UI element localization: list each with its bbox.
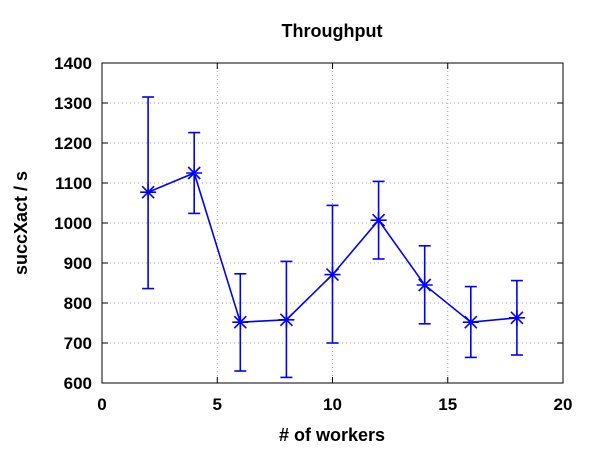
y-tick-label: 800 <box>64 294 92 313</box>
x-tick-label: 20 <box>554 395 573 414</box>
x-tick-label: 5 <box>213 395 222 414</box>
y-axis-label: succXact / s <box>11 171 31 275</box>
y-tick-label: 700 <box>64 334 92 353</box>
x-tick-label: 15 <box>438 395 457 414</box>
x-tick-label: 0 <box>97 395 106 414</box>
y-tick-label: 1300 <box>54 94 92 113</box>
data-point <box>140 184 157 201</box>
marker-stroke <box>325 268 340 282</box>
marker-stroke <box>464 315 478 329</box>
data-point <box>462 314 479 331</box>
data-point <box>508 309 525 326</box>
marker-stroke <box>279 313 293 327</box>
y-tick-label: 1200 <box>54 134 92 153</box>
marker-stroke <box>372 213 386 227</box>
data-point <box>416 277 433 293</box>
marker-stroke <box>510 311 524 325</box>
x-tick-label: 10 <box>323 395 342 414</box>
marker-stroke <box>233 315 247 329</box>
data-point <box>370 212 387 229</box>
data-point <box>186 165 203 181</box>
data-point <box>232 314 249 331</box>
data-point <box>278 311 295 328</box>
marker-stroke <box>187 166 201 180</box>
y-tick-label: 900 <box>64 254 92 273</box>
marker-stroke <box>418 278 432 292</box>
x-axis-label: # of workers <box>279 425 385 445</box>
marker-stroke <box>141 185 155 199</box>
data-point <box>324 266 341 283</box>
chart-title: Throughput <box>282 21 383 41</box>
y-tick-label: 1400 <box>54 54 92 73</box>
y-tick-label: 1100 <box>55 174 92 193</box>
series-throughput <box>140 96 525 379</box>
y-tick-label: 600 <box>64 374 92 393</box>
y-tick-label: 1000 <box>54 214 92 233</box>
axis-ticks: 600 700 800 900 1000 1100 1200 1300 1400 0 5 10 15 20 <box>54 54 572 414</box>
